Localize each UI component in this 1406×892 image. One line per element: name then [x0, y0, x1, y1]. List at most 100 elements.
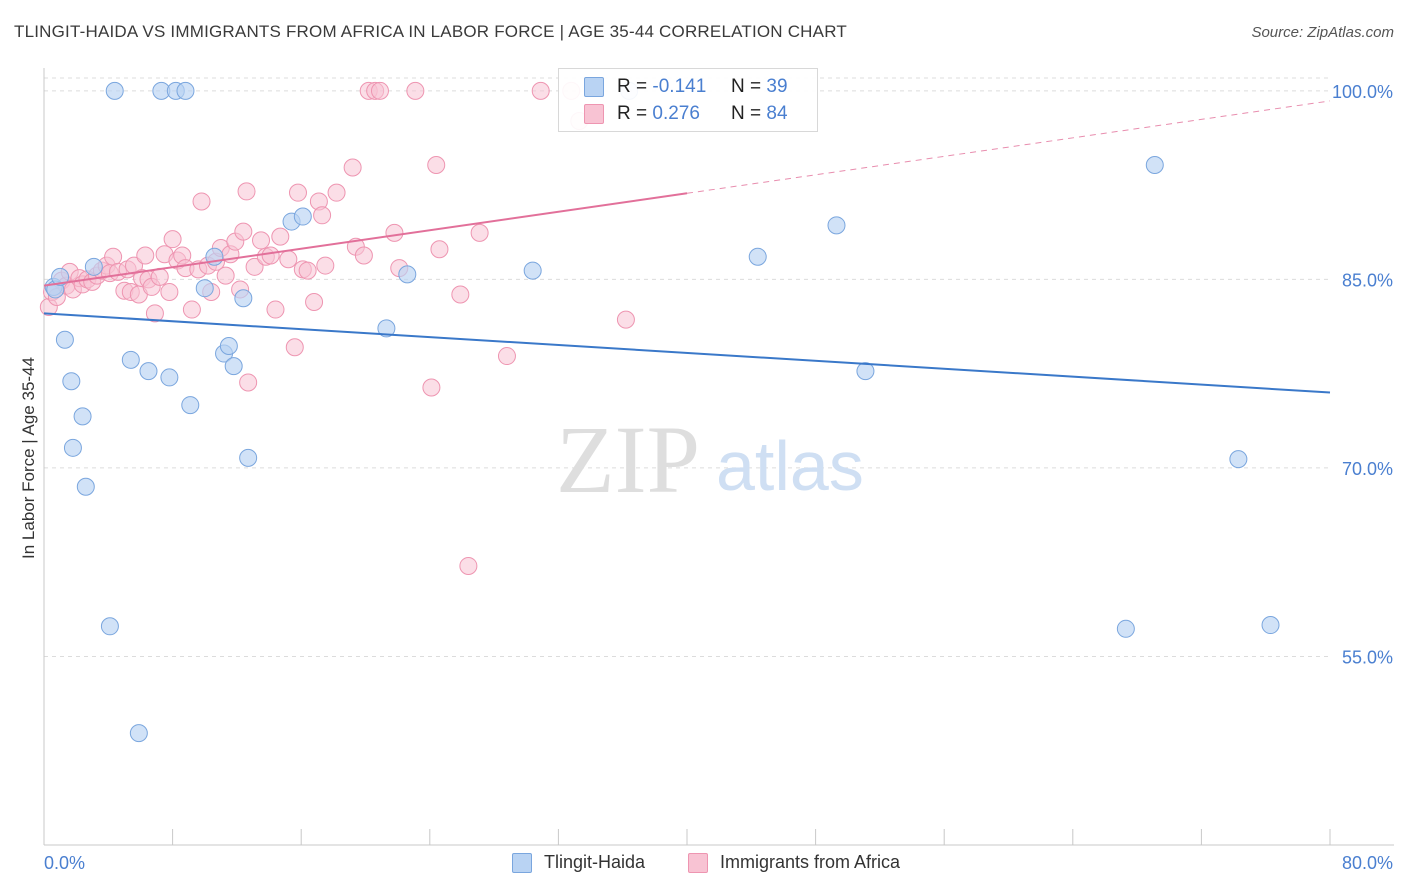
- legend-swatch-pink: [584, 104, 604, 124]
- data-point-tlingit-haida: [377, 319, 396, 338]
- series-legend-label: Tlingit-Haida: [544, 852, 646, 872]
- data-point-tlingit-haida: [51, 267, 70, 286]
- watermark-atlas: atlas: [716, 427, 864, 505]
- data-point-tlingit-haida: [76, 477, 95, 496]
- data-point-tlingit-haida: [523, 261, 542, 280]
- data-point-tlingit-haida: [73, 407, 92, 426]
- data-point-immigrants-from-africa: [497, 347, 516, 366]
- data-point-immigrants-from-africa: [459, 556, 478, 575]
- data-point-immigrants-from-africa: [192, 192, 211, 211]
- data-point-immigrants-from-africa: [261, 246, 280, 265]
- data-point-tlingit-haida: [856, 362, 875, 381]
- y-tick-label: 55.0%: [1342, 647, 1393, 667]
- x-tick-label: 0.0%: [44, 853, 85, 873]
- data-point-immigrants-from-africa: [245, 257, 264, 276]
- series-swatch-pink: [688, 852, 708, 873]
- trend-line-immigrants-from-africa: [43, 192, 688, 287]
- legend-n-label: N =: [731, 103, 762, 124]
- trend-lines: [43, 100, 1331, 394]
- source-label: Source: ZipAtlas.com: [1251, 24, 1394, 41]
- legend-swatch-blue: [584, 77, 604, 97]
- y-tick-label: 85.0%: [1342, 270, 1393, 290]
- data-point-tlingit-haida: [62, 372, 81, 391]
- data-point-tlingit-haida: [748, 247, 767, 266]
- data-point-immigrants-from-africa: [285, 338, 304, 357]
- data-point-immigrants-from-africa: [182, 300, 201, 319]
- data-point-immigrants-from-africa: [150, 267, 169, 286]
- data-point-immigrants-from-africa: [288, 183, 307, 202]
- tlingit-haida-points: [44, 81, 1280, 743]
- series-legend: Tlingit-Haida Immigrants from Africa: [0, 852, 1406, 878]
- data-point-immigrants-from-africa: [136, 246, 155, 265]
- legend-r-label: R =: [617, 103, 648, 124]
- data-point-tlingit-haida: [234, 289, 253, 308]
- legend-r-value: -0.141: [652, 76, 707, 97]
- data-point-immigrants-from-africa: [470, 223, 489, 242]
- data-point-tlingit-haida: [195, 279, 214, 298]
- data-point-immigrants-from-africa: [354, 246, 373, 265]
- data-point-immigrants-from-africa: [422, 378, 441, 397]
- data-point-immigrants-from-africa: [385, 223, 404, 242]
- data-point-tlingit-haida: [1116, 619, 1135, 638]
- data-point-tlingit-haida: [1229, 450, 1248, 469]
- correlation-legend: R = -0.141 N = 39 R = 0.276 N = 84: [558, 68, 818, 132]
- data-point-immigrants-from-africa: [327, 183, 346, 202]
- trend-line-extension-immigrants-from-africa: [686, 100, 1331, 194]
- data-point-immigrants-from-africa: [406, 81, 425, 100]
- y-tick-label: 70.0%: [1342, 459, 1393, 479]
- series-legend-tlingit-haida: Tlingit-Haida: [512, 852, 645, 873]
- legend-n-label: N =: [731, 76, 762, 97]
- data-point-tlingit-haida: [84, 257, 103, 276]
- data-point-immigrants-from-africa: [305, 293, 324, 312]
- data-point-tlingit-haida: [160, 368, 179, 387]
- y-tick-label: 100.0%: [1332, 82, 1393, 102]
- data-point-immigrants-from-africa: [313, 206, 332, 225]
- series-legend-immigrants-from-africa: Immigrants from Africa: [688, 852, 900, 873]
- data-point-immigrants-from-africa: [427, 156, 446, 175]
- watermark: ZIP atlas: [556, 406, 864, 513]
- data-point-tlingit-haida: [239, 448, 258, 467]
- data-point-tlingit-haida: [63, 438, 82, 457]
- data-point-immigrants-from-africa: [616, 310, 635, 329]
- data-point-immigrants-from-africa: [531, 81, 550, 100]
- y-axis-label: In Labor Force | Age 35-44: [19, 357, 38, 559]
- data-point-immigrants-from-africa: [298, 261, 317, 280]
- axes-layer: 55.0% 70.0% 85.0% 100.0% 0.0% 80.0%: [43, 68, 1394, 873]
- data-point-tlingit-haida: [139, 362, 158, 381]
- legend-r-value: 0.276: [652, 103, 700, 124]
- data-point-tlingit-haida: [827, 216, 846, 235]
- data-point-immigrants-from-africa: [430, 240, 449, 259]
- data-point-tlingit-haida: [176, 81, 195, 100]
- data-point-immigrants-from-africa: [252, 231, 271, 250]
- data-point-tlingit-haida: [100, 617, 119, 636]
- data-point-immigrants-from-africa: [104, 247, 123, 266]
- legend-n-value: 39: [766, 76, 788, 97]
- data-point-tlingit-haida: [398, 265, 417, 284]
- data-point-immigrants-from-africa: [239, 373, 258, 392]
- data-point-immigrants-from-africa: [271, 227, 290, 246]
- data-point-tlingit-haida: [55, 330, 74, 349]
- data-point-tlingit-haida: [105, 81, 124, 100]
- data-point-immigrants-from-africa: [451, 285, 470, 304]
- data-point-tlingit-haida: [129, 724, 148, 743]
- data-point-immigrants-from-africa: [316, 256, 335, 275]
- watermark-zip: ZIP: [556, 406, 700, 513]
- immigrants-from-africa-points: [39, 81, 635, 575]
- legend-r-label: R =: [617, 76, 648, 97]
- data-point-immigrants-from-africa: [125, 256, 144, 275]
- data-point-immigrants-from-africa: [370, 81, 389, 100]
- data-point-immigrants-from-africa: [160, 282, 179, 301]
- data-point-immigrants-from-africa: [216, 266, 235, 285]
- data-point-immigrants-from-africa: [237, 182, 256, 201]
- data-point-tlingit-haida: [121, 350, 140, 369]
- data-point-tlingit-haida: [181, 396, 200, 415]
- trend-line-tlingit-haida: [43, 312, 1331, 394]
- data-point-immigrants-from-africa: [279, 250, 298, 269]
- data-point-immigrants-from-africa: [145, 304, 164, 323]
- data-point-tlingit-haida: [219, 337, 238, 356]
- x-tick-label: 80.0%: [1342, 853, 1393, 873]
- data-point-immigrants-from-africa: [234, 222, 253, 241]
- data-point-tlingit-haida: [224, 357, 243, 376]
- series-legend-label: Immigrants from Africa: [720, 852, 901, 872]
- data-point-immigrants-from-africa: [266, 300, 285, 319]
